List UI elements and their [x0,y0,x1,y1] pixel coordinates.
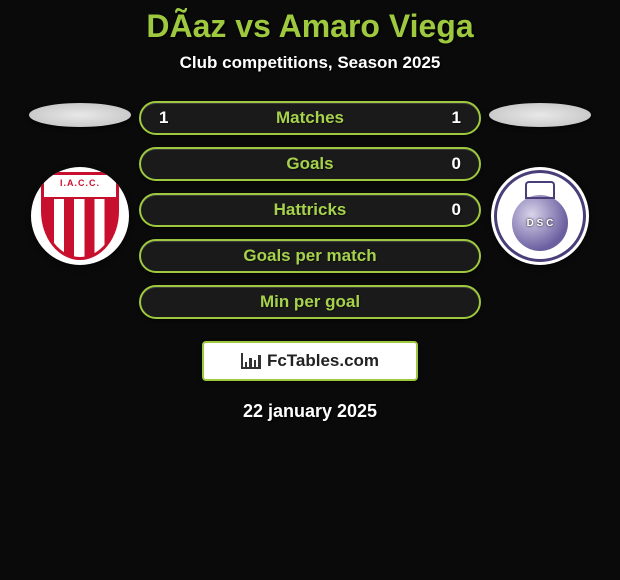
stats-column: 1Matches1Goals0Hattricks0Goals per match… [135,101,485,319]
stat-right-value: 0 [421,154,461,174]
source-watermark: FcTables.com [202,341,418,381]
stat-row: Min per goal [139,285,481,319]
page-title: DÃ­az vs Amaro Viega [0,8,620,45]
stat-row: 1Matches1 [139,101,481,135]
player-photo-placeholder-left [29,103,131,127]
circle-crest-icon: D S C [494,170,586,262]
date-label: 22 january 2025 [0,401,620,422]
stat-row: Hattricks0 [139,193,481,227]
stat-right-value: 1 [421,108,461,128]
stat-row: Goals0 [139,147,481,181]
main-row: I.A.C.C. 1Matches1Goals0Hattricks0Goals … [0,101,620,319]
brand-label: FcTables.com [267,351,379,371]
right-player-column: D S C [485,101,595,265]
team-badge-right: D S C [491,167,589,265]
stat-label: Goals per match [199,246,421,266]
player-photo-placeholder-right [489,103,591,127]
team-badge-left: I.A.C.C. [31,167,129,265]
stat-row: Goals per match [139,239,481,273]
stat-label: Goals [199,154,421,174]
comparison-widget: DÃ­az vs Amaro Viega Club competitions, … [0,0,620,422]
shield-icon: I.A.C.C. [41,172,119,260]
season-subtitle: Club competitions, Season 2025 [0,53,620,73]
team-code-right: D S C [527,218,554,229]
bar-chart-icon [241,353,261,369]
stat-label: Min per goal [199,292,421,312]
stat-right-value: 0 [421,200,461,220]
stat-label: Matches [199,108,421,128]
left-player-column: I.A.C.C. [25,101,135,265]
team-code-left: I.A.C.C. [44,178,116,188]
stat-label: Hattricks [199,200,421,220]
stat-left-value: 1 [159,108,199,128]
